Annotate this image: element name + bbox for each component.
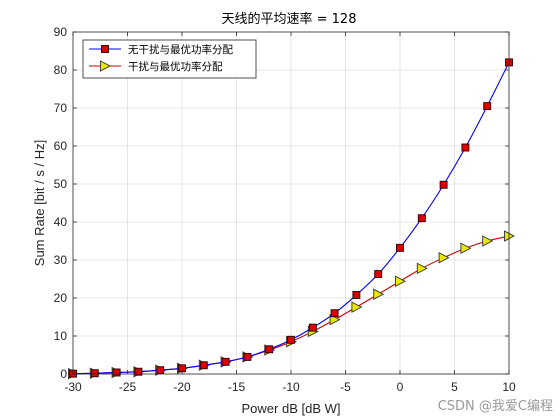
- y-tick-label: 80: [54, 63, 68, 77]
- x-tick-label: 0: [397, 380, 404, 394]
- x-tick-label: 10: [502, 380, 516, 394]
- x-tick-label: -15: [228, 380, 246, 394]
- x-axis-label: Power dB [dB W]: [242, 401, 341, 416]
- series-0-point: [461, 143, 470, 152]
- series-0-point: [287, 335, 295, 344]
- series-1-point: [460, 242, 472, 254]
- legend-label-0: 无干扰与最优功率分配: [128, 43, 233, 56]
- y-tick-label: 50: [54, 177, 68, 191]
- x-tick-label: -20: [173, 380, 191, 394]
- legend-label-1: 干扰与最优功率分配: [128, 60, 223, 73]
- series-0-point: [243, 352, 252, 361]
- watermark-text: CSDN @我爱C编程: [438, 399, 553, 414]
- series-0-point: [352, 291, 361, 299]
- series-1-point: [395, 275, 406, 288]
- series-0-point: [265, 345, 274, 354]
- y-tick-label: 30: [54, 253, 68, 267]
- y-tick-label: 10: [54, 329, 68, 343]
- chart-title: 天线的平均速率 = 128: [222, 11, 357, 27]
- series-1-point: [329, 313, 341, 326]
- y-tick-label: 90: [54, 25, 68, 39]
- x-tick-label: -30: [64, 380, 82, 394]
- series-0-point: [374, 270, 383, 279]
- y-tick-label: 0: [60, 367, 67, 381]
- legend-marker-0: [101, 45, 109, 53]
- x-tick-label: -5: [340, 380, 351, 394]
- series-0-point: [221, 357, 230, 366]
- series-0-point: [439, 180, 448, 189]
- legend-box: [82, 39, 257, 79]
- series-0-point: [330, 309, 339, 318]
- y-tick-label: 20: [54, 291, 68, 305]
- series-1-point: [482, 235, 494, 247]
- axis-ticks: -30 -25 -20 -15 -10 -5 0 5 10 0 10 20 30 40 50 60 70 80 90: [54, 25, 516, 394]
- series-0-point: [396, 243, 404, 252]
- series-0-point: [156, 366, 165, 375]
- series-1-point: [373, 288, 385, 300]
- series-0-point: [417, 214, 426, 223]
- series-0-point: [483, 102, 492, 111]
- y-tick-label: 60: [54, 139, 68, 153]
- series-0-point: [308, 323, 317, 332]
- y-tick-label: 40: [54, 215, 68, 229]
- legend-marker-1: [100, 60, 111, 72]
- series-1-point: [351, 301, 363, 313]
- x-tick-label: -25: [119, 380, 137, 394]
- series-1-point: [416, 262, 428, 275]
- series-0-point: [112, 368, 121, 377]
- series-0-point: [90, 369, 99, 378]
- y-tick-label: 70: [54, 101, 68, 115]
- series-0-point: [134, 367, 143, 376]
- x-tick-label: 5: [451, 380, 458, 394]
- series-layer: [68, 58, 515, 380]
- x-tick-label: -10: [282, 380, 300, 394]
- y-axis-label: Sum Rate [bit / s / Hz]: [32, 140, 47, 266]
- series-1-point: [438, 251, 450, 264]
- series-0-point: [199, 361, 208, 370]
